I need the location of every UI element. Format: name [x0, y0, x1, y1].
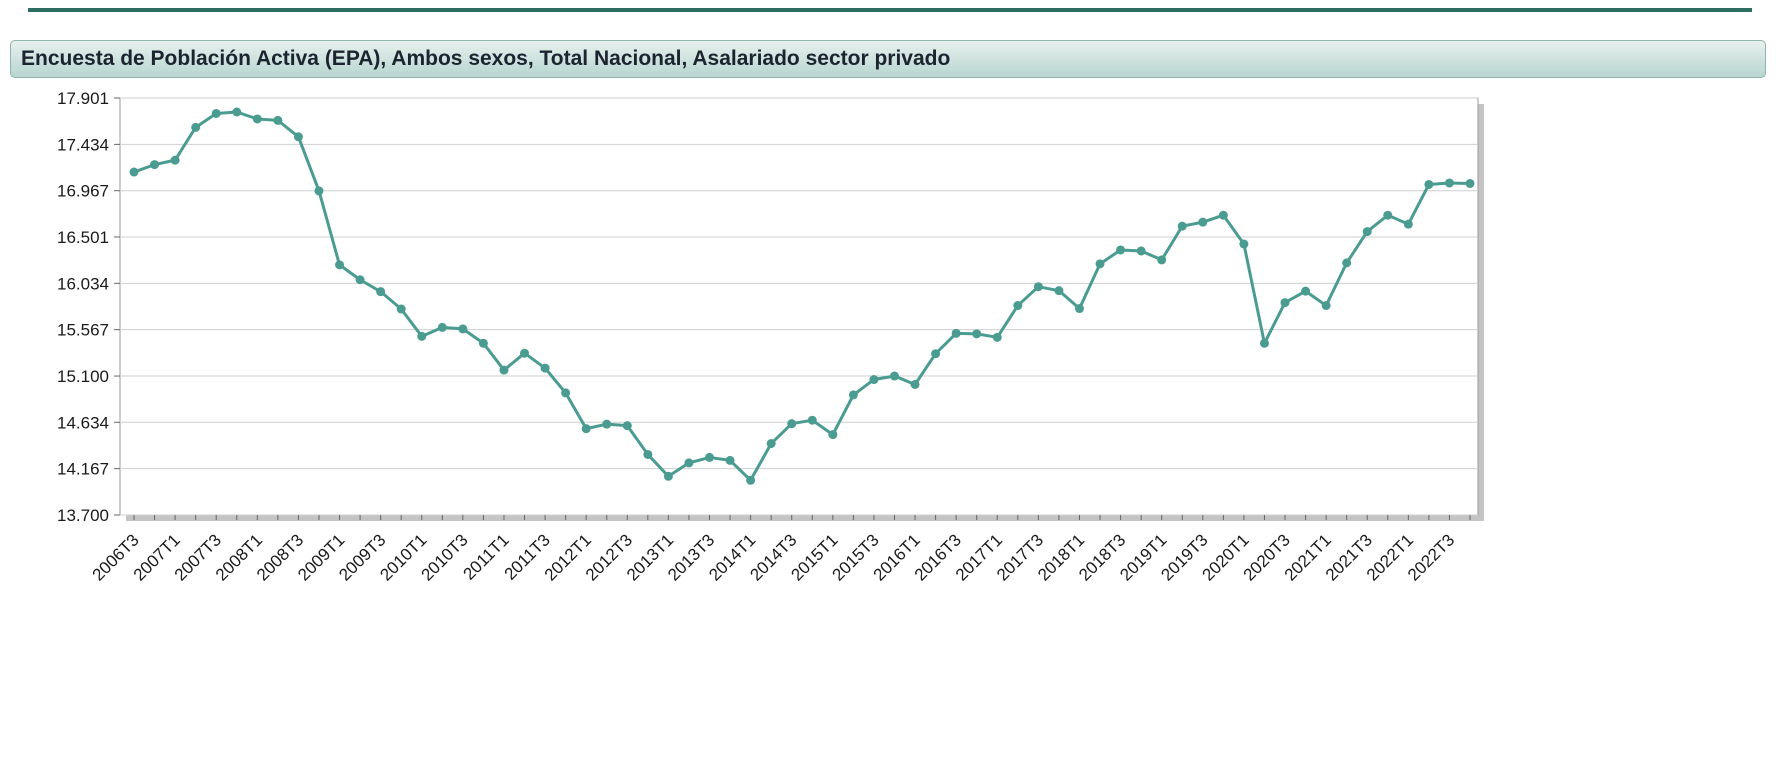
data-point-marker: [1054, 286, 1064, 296]
data-point-marker: [602, 419, 612, 429]
data-point-marker: [622, 421, 632, 431]
y-tick-label: 16.967: [57, 182, 109, 201]
data-point-marker: [1424, 179, 1434, 189]
chart-title-bar: Encuesta de Población Activa (EPA), Ambo…: [10, 40, 1766, 78]
data-point-marker: [314, 186, 324, 196]
y-tick-label: 17.434: [57, 135, 109, 154]
data-point-marker: [931, 349, 941, 359]
data-point-marker: [1177, 221, 1187, 231]
data-point-marker: [1095, 259, 1105, 269]
data-point-marker: [1074, 304, 1084, 314]
data-point-marker: [992, 332, 1002, 342]
data-point-marker: [1465, 178, 1475, 188]
data-point-marker: [1033, 282, 1043, 292]
data-point-marker: [972, 329, 982, 339]
data-point-marker: [396, 304, 406, 314]
y-tick-label: 17.901: [57, 89, 109, 108]
data-point-marker: [376, 287, 386, 297]
data-point-marker: [293, 132, 303, 142]
data-point-marker: [1116, 245, 1126, 255]
data-point-marker: [807, 415, 817, 425]
data-point-marker: [1403, 219, 1413, 229]
data-point-marker: [889, 371, 899, 381]
data-point-marker: [437, 322, 447, 332]
data-point-marker: [581, 424, 591, 434]
data-point-marker: [1157, 255, 1167, 265]
y-tick-label: 13.700: [57, 506, 109, 525]
data-point-marker: [1342, 258, 1352, 268]
data-point-marker: [705, 452, 715, 462]
data-point-marker: [417, 331, 427, 341]
data-point-marker: [1259, 338, 1269, 348]
data-point-marker: [1280, 298, 1290, 308]
data-point-marker: [520, 348, 530, 358]
chart-area: 17.901 17.434 16.967 16.501 16.034 15.567 15.1…: [10, 84, 1774, 679]
x-tick-label: 2022T3: [1404, 530, 1458, 584]
data-point-marker: [1444, 178, 1454, 188]
data-point-marker: [170, 155, 180, 165]
data-point-marker: [355, 275, 365, 285]
data-point-marker: [150, 160, 160, 170]
data-point-marker: [1198, 217, 1208, 227]
data-point-marker: [252, 114, 262, 124]
data-point-marker: [499, 365, 509, 375]
x-tick-label: 2010T3: [417, 530, 471, 584]
y-tick-label: 14.167: [57, 460, 109, 479]
data-point-marker: [1239, 239, 1249, 249]
data-point-marker: [663, 471, 673, 481]
data-point-marker: [129, 167, 139, 177]
data-point-marker: [828, 430, 838, 440]
data-point-marker: [643, 449, 653, 459]
data-point-marker: [951, 328, 961, 338]
data-point-marker: [273, 115, 283, 125]
y-tick-label: 14.634: [57, 413, 109, 432]
data-point-marker: [540, 363, 550, 373]
data-point-marker: [478, 338, 488, 348]
y-tick-label: 16.034: [57, 274, 109, 293]
data-point-marker: [766, 439, 776, 449]
data-point-marker: [1383, 210, 1393, 220]
data-point-marker: [746, 475, 756, 485]
data-point-marker: [561, 388, 571, 398]
data-point-marker: [335, 260, 345, 270]
data-point-marker: [1013, 301, 1023, 311]
epa-line-chart: 17.901 17.434 16.967 16.501 16.034 15.567 15.1…: [57, 89, 1484, 585]
data-point-marker: [787, 419, 797, 429]
data-point-marker: [1362, 227, 1372, 237]
data-point-marker: [910, 379, 920, 389]
y-tick-label: 16.501: [57, 228, 109, 247]
data-point-marker: [211, 108, 221, 118]
y-tick-label: 15.567: [57, 321, 109, 340]
data-point-marker: [684, 458, 694, 468]
data-point-marker: [1218, 210, 1228, 220]
top-divider-rule: [28, 8, 1752, 12]
data-point-marker: [869, 375, 879, 385]
data-point-marker: [1321, 301, 1331, 311]
data-point-marker: [725, 455, 735, 465]
y-tick-label: 15.100: [57, 367, 109, 386]
data-point-marker: [232, 107, 242, 117]
data-point-marker: [191, 122, 201, 132]
data-point-marker: [458, 324, 468, 334]
data-point-marker: [1136, 246, 1146, 256]
plot-background: [119, 97, 1479, 516]
data-point-marker: [1301, 286, 1311, 296]
chart-title: Encuesta de Población Activa (EPA), Ambo…: [21, 47, 951, 70]
data-point-marker: [848, 390, 858, 400]
